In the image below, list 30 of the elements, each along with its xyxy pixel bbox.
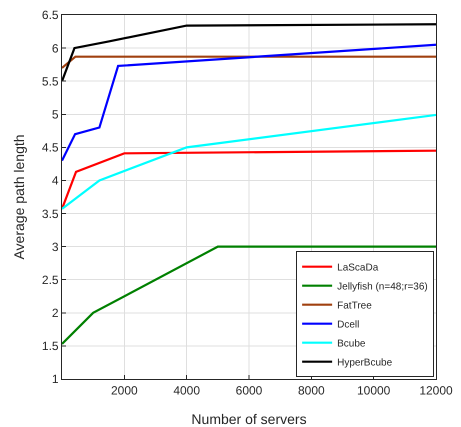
y-tick-label: 6 [52, 41, 59, 56]
x-tick-label: 10000 [356, 383, 391, 398]
y-tick-label: 2 [52, 306, 59, 320]
x-tick-label: 8000 [298, 383, 325, 398]
x-tick-label: 6000 [236, 383, 263, 398]
legend-label: LaScaDa [337, 262, 379, 274]
y-tick-label: 2.5 [42, 272, 59, 287]
legend-label: Bcube [337, 338, 366, 350]
x-axis-title: Number of servers [191, 411, 307, 427]
y-tick-label: 4 [52, 174, 59, 188]
legend-label: Jellyfish (n=48;r=36) [337, 282, 428, 293]
line-series [62, 150, 436, 210]
legend-label: FatTree [337, 300, 372, 312]
x-tick-label: 12000 [419, 383, 454, 398]
line-series [62, 23, 436, 82]
y-tick-label: 3.5 [42, 206, 59, 221]
y-tick-label: 4.5 [42, 140, 59, 155]
line-series [62, 44, 436, 162]
y-tick-label: 1.5 [42, 339, 59, 354]
y-tick-label: 5.5 [42, 74, 59, 88]
legend-label: Dcell [337, 320, 360, 331]
x-tick-label: 2000 [110, 383, 138, 398]
y-tick-label: 1 [52, 372, 59, 386]
y-axis-title: Average path length [11, 134, 27, 260]
x-tick-label: 4000 [173, 383, 200, 398]
y-tick-label: 5 [52, 107, 59, 122]
line-series [62, 114, 436, 210]
y-tick-label: 6.5 [42, 8, 59, 22]
legend-label: HyperBcube [337, 358, 393, 369]
y-tick-label: 3 [52, 240, 59, 254]
